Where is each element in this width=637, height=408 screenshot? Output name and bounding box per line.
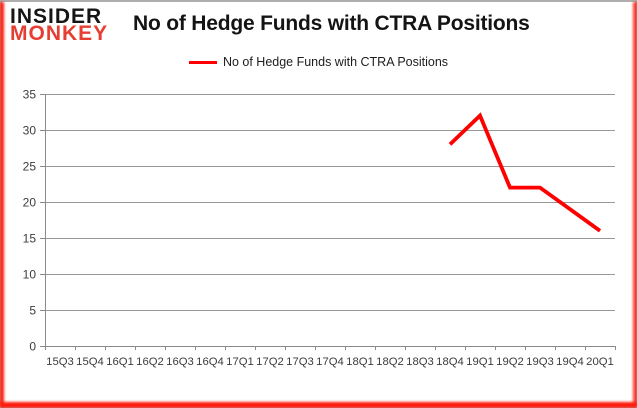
x-axis-tick-label: 16Q2 (136, 356, 164, 368)
x-axis-tick-label: 15Q4 (76, 356, 104, 368)
y-axis-tick-label: 30 (23, 124, 37, 138)
x-axis-tick-label: 19Q4 (556, 356, 584, 368)
insider-monkey-logo: INSIDER MONKEY (10, 5, 109, 45)
x-axis-tick-label: 18Q4 (436, 356, 464, 368)
logo-insider-text: INSIDER (10, 5, 103, 28)
x-axis-tick-label: 18Q1 (346, 356, 374, 368)
x-axis-tick-label: 18Q2 (376, 356, 404, 368)
x-axis-tick-label: 16Q3 (166, 356, 194, 368)
x-axis-tick-label: 19Q1 (466, 356, 494, 368)
x-axis-tick-label: 18Q3 (406, 356, 434, 368)
y-axis-tick-label: 10 (23, 268, 37, 282)
x-axis-tick-label: 20Q1 (586, 356, 614, 368)
y-axis-tick-label: 20 (23, 196, 37, 210)
legend-label: No of Hedge Funds with CTRA Positions (222, 55, 449, 69)
chart-title: No of Hedge Funds with CTRA Positions (133, 12, 530, 35)
y-axis-tick-label: 0 (29, 340, 36, 354)
x-axis-tick-label: 15Q3 (46, 356, 74, 368)
x-axis-tick-label: 19Q2 (496, 356, 524, 368)
x-axis-tick-label: 16Q1 (106, 356, 134, 368)
series-line (448, 112, 602, 233)
x-axis-tick-label: 17Q3 (286, 356, 314, 368)
y-axis-tick-label: 5 (29, 304, 36, 318)
x-axis-tick-label: 17Q1 (226, 356, 254, 368)
legend-line-marker (188, 60, 217, 64)
y-axis-tick-label: 35 (23, 88, 37, 102)
x-axis-tick-label: 16Q4 (196, 356, 224, 368)
y-axis-tick-label: 15 (23, 232, 37, 246)
legend: No of Hedge Funds with CTRA Positions (0, 55, 637, 69)
x-axis-tick-label: 17Q2 (256, 356, 284, 368)
logo-monkey-text: MONKEY (10, 22, 109, 45)
x-axis-tick-label: 19Q3 (526, 356, 554, 368)
x-axis-tick-label: 17Q4 (316, 356, 344, 368)
y-axis-tick-label: 25 (23, 160, 37, 174)
